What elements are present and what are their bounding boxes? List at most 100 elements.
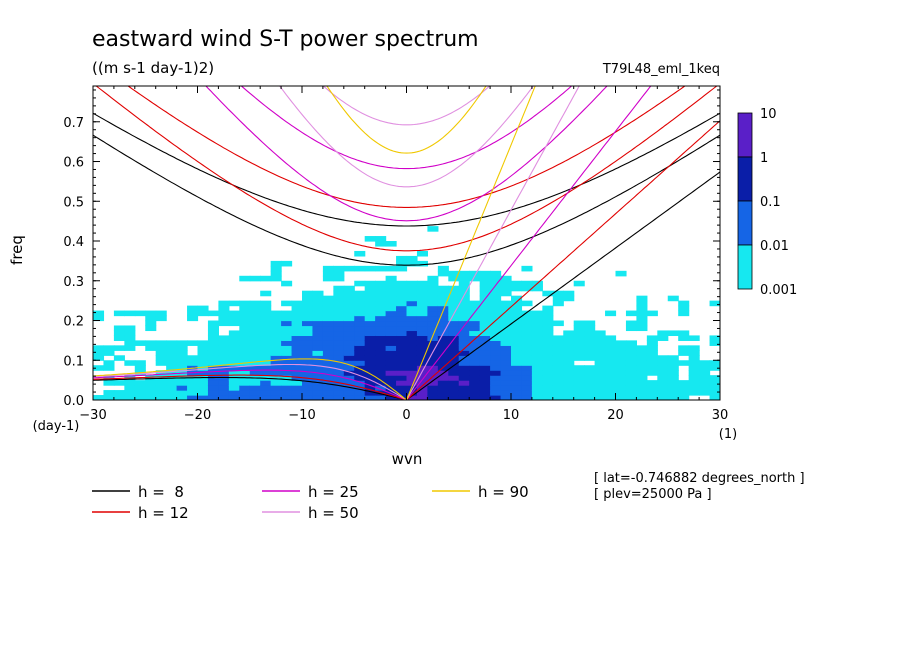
spectrum-cell bbox=[552, 380, 564, 386]
legend-label: h = 50 bbox=[308, 504, 359, 522]
spectrum-cell bbox=[605, 385, 617, 391]
spectrum-cell bbox=[134, 340, 146, 346]
spectrum-cell bbox=[124, 345, 136, 351]
spectrum-cell bbox=[396, 310, 408, 317]
spectrum-cell bbox=[218, 390, 230, 396]
spectrum-cell bbox=[312, 360, 324, 366]
colorbar-label: 0.1 bbox=[760, 195, 781, 210]
spectrum-cell bbox=[469, 325, 481, 332]
spectrum-cell bbox=[145, 320, 157, 327]
spectrum-cell bbox=[176, 390, 188, 396]
spectrum-cell bbox=[354, 345, 366, 351]
spectrum-cell bbox=[93, 315, 105, 322]
spectrum-cell bbox=[260, 390, 272, 396]
spectrum-cell bbox=[385, 325, 397, 332]
spectrum-cell bbox=[249, 305, 261, 312]
spectrum-cell bbox=[406, 360, 418, 366]
spectrum-cell bbox=[511, 355, 523, 361]
spectrum-cell bbox=[302, 380, 314, 386]
spectrum-cell bbox=[563, 355, 575, 361]
spectrum-cell bbox=[500, 305, 512, 312]
spectrum-cell bbox=[542, 325, 554, 332]
spectrum-cell bbox=[375, 385, 387, 391]
spectrum-cell bbox=[678, 310, 690, 317]
spectrum-cell bbox=[218, 335, 230, 341]
spectrum-cell bbox=[678, 335, 690, 341]
spectrum-cell bbox=[625, 395, 637, 400]
spectrum-cell bbox=[646, 335, 658, 341]
spectrum-cell bbox=[511, 295, 523, 302]
spectrum-cell bbox=[594, 345, 606, 351]
spectrum-cell bbox=[385, 305, 397, 312]
spectrum-cell bbox=[207, 390, 219, 396]
curve-h50-kelvin bbox=[406, 86, 580, 400]
spectrum-cell bbox=[375, 315, 387, 322]
spectrum-cell bbox=[479, 375, 491, 381]
spectrum-cell bbox=[354, 340, 366, 346]
spectrum-cell bbox=[166, 365, 178, 371]
spectrum-cell bbox=[657, 395, 669, 400]
spectrum-cell bbox=[605, 375, 617, 381]
spectrum-cell bbox=[270, 330, 282, 337]
spectrum-cell bbox=[500, 315, 512, 322]
spectrum-cell bbox=[531, 365, 543, 371]
spectrum-cell bbox=[333, 355, 345, 361]
spectrum-cell bbox=[521, 380, 533, 386]
spectrum-cell bbox=[709, 300, 720, 307]
spectrum-cell bbox=[343, 330, 355, 337]
spectrum-cell bbox=[312, 335, 324, 341]
spectrum-cell bbox=[239, 325, 251, 332]
spectrum-cell bbox=[427, 275, 439, 282]
spectrum-cell bbox=[218, 360, 230, 366]
spectrum-cell bbox=[615, 360, 627, 366]
spectrum-cell bbox=[406, 300, 418, 307]
spectrum-cell bbox=[573, 325, 585, 332]
spectrum-cell bbox=[249, 360, 261, 366]
spectrum-cell bbox=[302, 310, 314, 317]
spectrum-cell bbox=[155, 380, 167, 386]
spectrum-cell bbox=[249, 335, 261, 341]
spectrum-cell bbox=[469, 345, 481, 351]
spectrum-cell bbox=[354, 330, 366, 337]
spectrum-cell bbox=[364, 345, 376, 351]
spectrum-cell bbox=[113, 325, 125, 332]
lat-annotation: [ lat=-0.746882 degrees_north ] bbox=[594, 471, 805, 486]
spectrum-cell bbox=[260, 305, 272, 312]
spectrum-cell bbox=[500, 335, 512, 341]
spectrum-cell bbox=[437, 325, 449, 332]
spectrum-cell bbox=[437, 285, 449, 292]
spectrum-cell bbox=[490, 295, 502, 302]
spectrum-cell bbox=[500, 390, 512, 396]
spectrum-cell bbox=[584, 355, 596, 361]
spectrum-cell bbox=[322, 350, 334, 356]
spectrum-cell bbox=[563, 390, 575, 396]
spectrum-cell bbox=[636, 310, 648, 317]
spectrum-cell bbox=[260, 320, 272, 327]
spectrum-cell bbox=[437, 355, 449, 361]
spectrum-cell bbox=[228, 365, 240, 371]
spectrum-cell bbox=[333, 330, 345, 337]
spectrum-cell bbox=[291, 380, 303, 386]
spectrum-cell bbox=[678, 330, 690, 337]
y-tick-label: 0.4 bbox=[63, 235, 84, 250]
spectrum-cell bbox=[469, 365, 481, 371]
spectrum-cell bbox=[343, 380, 355, 386]
spectrum-cell bbox=[427, 330, 439, 337]
spectrum-cell bbox=[239, 330, 251, 337]
spectrum-cell bbox=[688, 335, 700, 341]
spectrum-cell bbox=[228, 390, 240, 396]
spectrum-cell bbox=[552, 375, 564, 381]
spectrum-cell bbox=[448, 325, 460, 332]
spectrum-cell bbox=[500, 365, 512, 371]
spectrum-cell bbox=[531, 315, 543, 322]
spectrum-cell bbox=[375, 360, 387, 366]
colorbar-label: 0.01 bbox=[760, 239, 789, 254]
spectrum-cell bbox=[343, 365, 355, 371]
spectrum-cell bbox=[563, 375, 575, 381]
spectrum-cell bbox=[103, 365, 115, 371]
spectrum-cell bbox=[270, 345, 282, 351]
spectrum-cell bbox=[249, 315, 261, 322]
spectrum-cell bbox=[625, 375, 637, 381]
spectrum-cell bbox=[511, 370, 523, 376]
spectrum-cell bbox=[207, 320, 219, 327]
